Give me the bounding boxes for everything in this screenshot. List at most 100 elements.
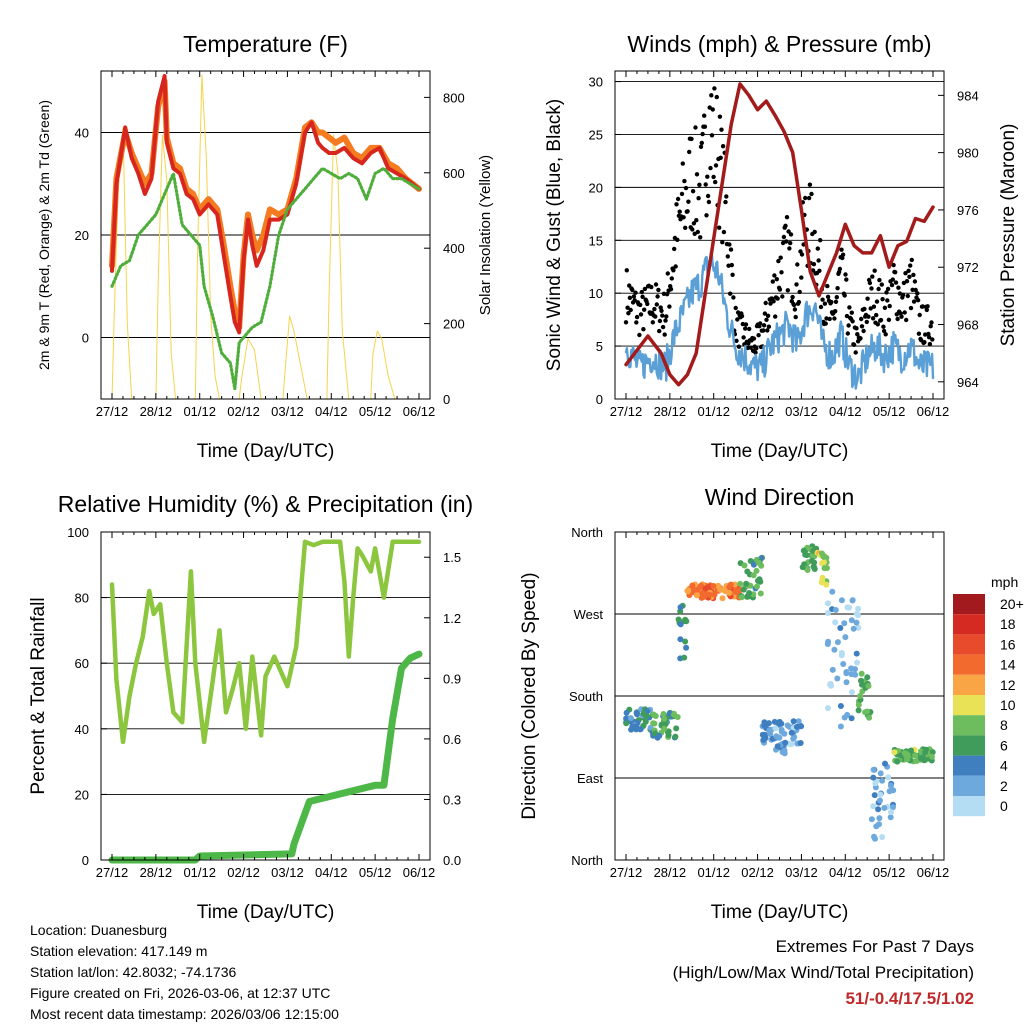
legend-swatch xyxy=(953,634,985,655)
gust-point xyxy=(771,299,776,304)
legend-label: 0 xyxy=(1000,798,1008,814)
legend-label: 4 xyxy=(1000,758,1008,774)
direction-point xyxy=(855,605,862,612)
location-text: Location: Duanesburg xyxy=(30,922,167,938)
direction-point xyxy=(767,731,774,737)
direction-point xyxy=(841,620,848,627)
gust-point xyxy=(816,258,821,263)
direction-point xyxy=(750,561,757,568)
direction-point xyxy=(727,581,734,588)
direction-point xyxy=(746,590,753,596)
gust-point xyxy=(832,316,837,321)
gust-point xyxy=(686,199,691,204)
gust-point xyxy=(645,301,650,307)
gust-point xyxy=(657,318,663,324)
gust-point xyxy=(712,86,717,91)
gust-point xyxy=(763,300,768,306)
legend-swatch xyxy=(953,674,985,695)
gust-point xyxy=(693,125,698,130)
gust-point xyxy=(623,320,629,325)
gust-point xyxy=(685,209,690,214)
direction-point xyxy=(870,766,877,773)
direction-point xyxy=(848,715,855,722)
y2-tick-label: 1.2 xyxy=(443,611,461,626)
x-tick-label: 02/12 xyxy=(227,404,260,419)
gust-point xyxy=(835,286,840,291)
x-tick-label: 04/12 xyxy=(829,865,862,880)
gust-point xyxy=(687,149,692,155)
gust-point xyxy=(881,328,887,334)
direction-point xyxy=(811,566,818,572)
y-tick-label: 30 xyxy=(589,75,603,90)
temperature-panel: Temperature (F) 27/12 28/12 01/12 02/12 03/12… xyxy=(36,31,494,462)
gust-point xyxy=(718,155,723,160)
latlon-text: Station lat/lon: 42.8032; -74.1736 xyxy=(30,964,237,980)
gust-point xyxy=(777,287,783,292)
legend-swatch xyxy=(953,695,985,716)
direction-point xyxy=(660,711,667,717)
gust-point xyxy=(879,282,884,287)
gust-point xyxy=(916,331,922,336)
gust-point xyxy=(842,293,847,298)
direction-point xyxy=(683,618,690,625)
chart-title: Winds (mph) & Pressure (mb) xyxy=(627,31,931,57)
gust-point xyxy=(634,314,640,320)
gust-point xyxy=(743,326,748,331)
gust-point xyxy=(669,276,674,281)
gust-point xyxy=(778,255,783,260)
winds-pressure-panel: Winds (mph) & Pressure (mb) 27/12 28/12 01/… xyxy=(544,31,1019,462)
gust-point xyxy=(720,240,725,245)
direction-point xyxy=(757,590,764,597)
direction-point xyxy=(885,774,892,781)
direction-point xyxy=(834,675,841,682)
direction-point xyxy=(866,714,873,721)
gust-point xyxy=(861,328,866,334)
y-tick-label: 0 xyxy=(596,392,603,407)
y-tick-label: 15 xyxy=(589,233,603,248)
gust-point xyxy=(815,246,820,251)
gust-point xyxy=(725,254,730,259)
direction-point xyxy=(808,557,815,564)
direction-point xyxy=(740,586,747,593)
direction-point xyxy=(823,581,830,588)
humidity-line xyxy=(109,539,422,745)
gust-point xyxy=(727,242,732,247)
direction-point xyxy=(875,806,882,813)
chart-title: Wind Direction xyxy=(705,484,855,510)
gust-point xyxy=(809,191,814,197)
gust-point xyxy=(747,326,752,332)
direction-point xyxy=(797,740,804,746)
gust-point xyxy=(700,131,705,137)
gust-point xyxy=(690,189,696,194)
direction-point xyxy=(761,722,768,729)
legend-label: 18 xyxy=(1000,616,1016,632)
direction-point xyxy=(834,639,841,646)
direction-point xyxy=(904,756,911,763)
gust-point xyxy=(758,321,763,326)
gust-point xyxy=(649,284,654,290)
gust-point xyxy=(907,274,912,279)
y2-tick-label: 600 xyxy=(443,166,465,181)
x-tick-label: 02/12 xyxy=(741,404,774,419)
y2-tick-label: 964 xyxy=(957,375,979,390)
direction-point xyxy=(876,815,883,822)
gust-point xyxy=(882,305,888,310)
direction-point xyxy=(782,739,789,746)
gust-point xyxy=(709,93,714,98)
extremes-values: 51/-0.4/17.5/1.02 xyxy=(845,989,974,1008)
direction-point xyxy=(699,590,705,597)
direction-point xyxy=(837,625,844,631)
direction-point xyxy=(853,650,860,657)
gust-point xyxy=(748,345,753,350)
gust-point xyxy=(652,306,657,312)
gust-point xyxy=(787,246,792,251)
gust-point xyxy=(681,215,686,220)
direction-point xyxy=(831,646,838,653)
legend-swatch xyxy=(953,594,985,615)
direction-point xyxy=(652,713,659,719)
gust-point xyxy=(740,321,745,327)
direction-point xyxy=(726,589,733,596)
direction-point xyxy=(790,718,797,725)
gust-point xyxy=(784,239,789,244)
x-tick-label: 01/12 xyxy=(183,865,216,880)
